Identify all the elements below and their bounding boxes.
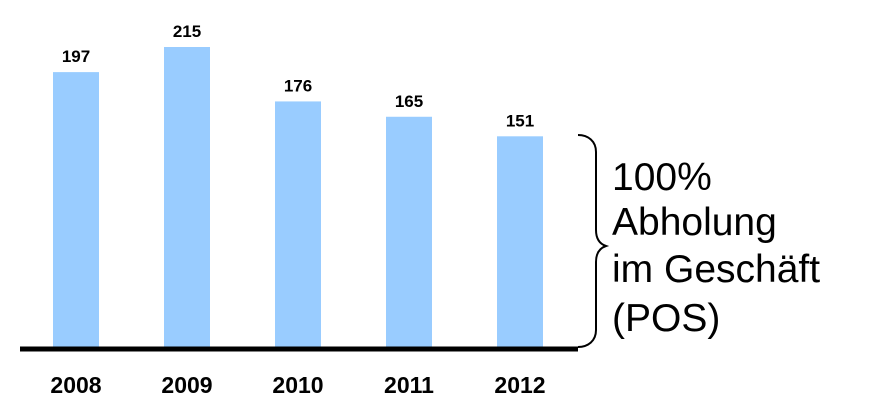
x-tick-labels: 2008 2009 2010 2011 2012 (50, 372, 545, 398)
value-label-2011: 165 (395, 92, 423, 111)
value-label-2009: 215 (173, 22, 201, 41)
x-tick-label-2008: 2008 (50, 372, 101, 398)
bar-2010 (275, 101, 321, 347)
annotation-line-4: (POS) (612, 297, 720, 340)
x-tick-label-2010: 2010 (272, 372, 323, 398)
x-tick-label-2009: 2009 (161, 372, 212, 398)
bar-2011 (386, 116, 432, 347)
annotation-line-2: Abholung (612, 201, 777, 244)
annotation-line-1: 100% (612, 156, 712, 199)
value-label-2010: 176 (284, 76, 312, 95)
annotation: 100% Abholung im Geschäft (POS) (612, 156, 820, 340)
value-label-2008: 197 (62, 47, 90, 66)
bars (53, 47, 543, 348)
bar-2009 (164, 47, 210, 347)
value-label-2012: 151 (506, 111, 534, 130)
curly-brace-icon (577, 134, 610, 348)
annotation-line-3: im Geschäft (612, 248, 820, 291)
bar-2008 (53, 72, 99, 348)
x-tick-label-2012: 2012 (494, 372, 545, 398)
value-labels: 197 215 176 165 151 (62, 22, 534, 130)
x-tick-label-2011: 2011 (384, 372, 434, 398)
bar-2012 (497, 136, 543, 347)
